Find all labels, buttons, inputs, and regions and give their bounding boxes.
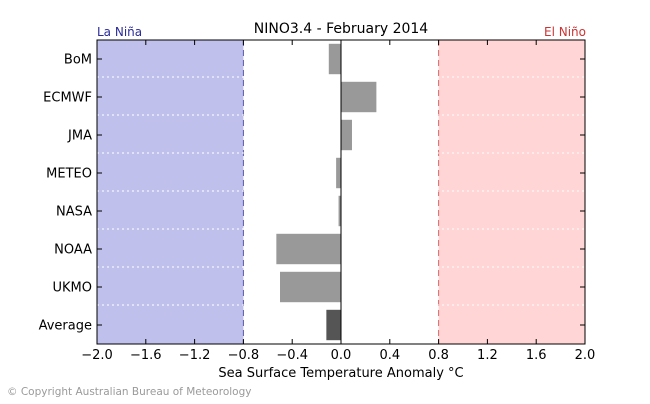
y-tick-label: NOAA	[54, 243, 92, 258]
el-nino-region	[438, 40, 585, 344]
la-nina-label: La Niña	[97, 25, 142, 39]
x-tick-label: −1.2	[179, 348, 211, 363]
x-axis-label: Sea Surface Temperature Anomaly °C	[218, 366, 463, 381]
x-tick-label: −0.4	[276, 348, 308, 363]
y-tick-label: ECMWF	[43, 91, 92, 106]
bar-ecmwf	[341, 81, 377, 113]
x-tick-label: 0.0	[331, 348, 352, 363]
row-separators	[97, 76, 585, 306]
bar-nasa	[338, 195, 341, 227]
x-tick-label: 0.4	[379, 348, 400, 363]
axis-layer: BoM ECMWF JMA METEO NASA NOAA UKMO Average −2.0 −…	[39, 39, 596, 363]
bar-average	[326, 309, 341, 341]
x-tick-label: 1.6	[526, 348, 547, 363]
chart-title: NINO3.4 - February 2014	[254, 21, 429, 37]
x-tick-label: 1.2	[477, 348, 498, 363]
x-tick-label: −2.0	[81, 348, 113, 363]
bar-noaa	[276, 233, 341, 265]
y-tick-label: Average	[39, 319, 92, 334]
bar-meteo	[336, 157, 341, 189]
y-tick-label: METEO	[46, 167, 92, 182]
y-tick-label: BoM	[64, 53, 92, 68]
bar-ukmo	[280, 271, 341, 303]
x-tick-label: −1.6	[130, 348, 162, 363]
x-tick-label: −0.8	[228, 348, 260, 363]
background-layer	[97, 40, 585, 344]
copyright-notice: © Copyright Australian Bureau of Meteoro…	[7, 386, 252, 398]
x-tick-label: 0.8	[428, 348, 449, 363]
el-nino-label: El Niño	[544, 25, 586, 39]
y-tick-label: UKMO	[53, 281, 93, 296]
bar-layer	[276, 43, 377, 341]
la-nina-region	[97, 40, 244, 344]
x-tick-label: 2.0	[575, 348, 596, 363]
y-tick-label: JMA	[67, 129, 92, 144]
bar-bom	[328, 43, 341, 75]
bar-jma	[341, 119, 352, 151]
y-tick-label: NASA	[56, 205, 92, 220]
